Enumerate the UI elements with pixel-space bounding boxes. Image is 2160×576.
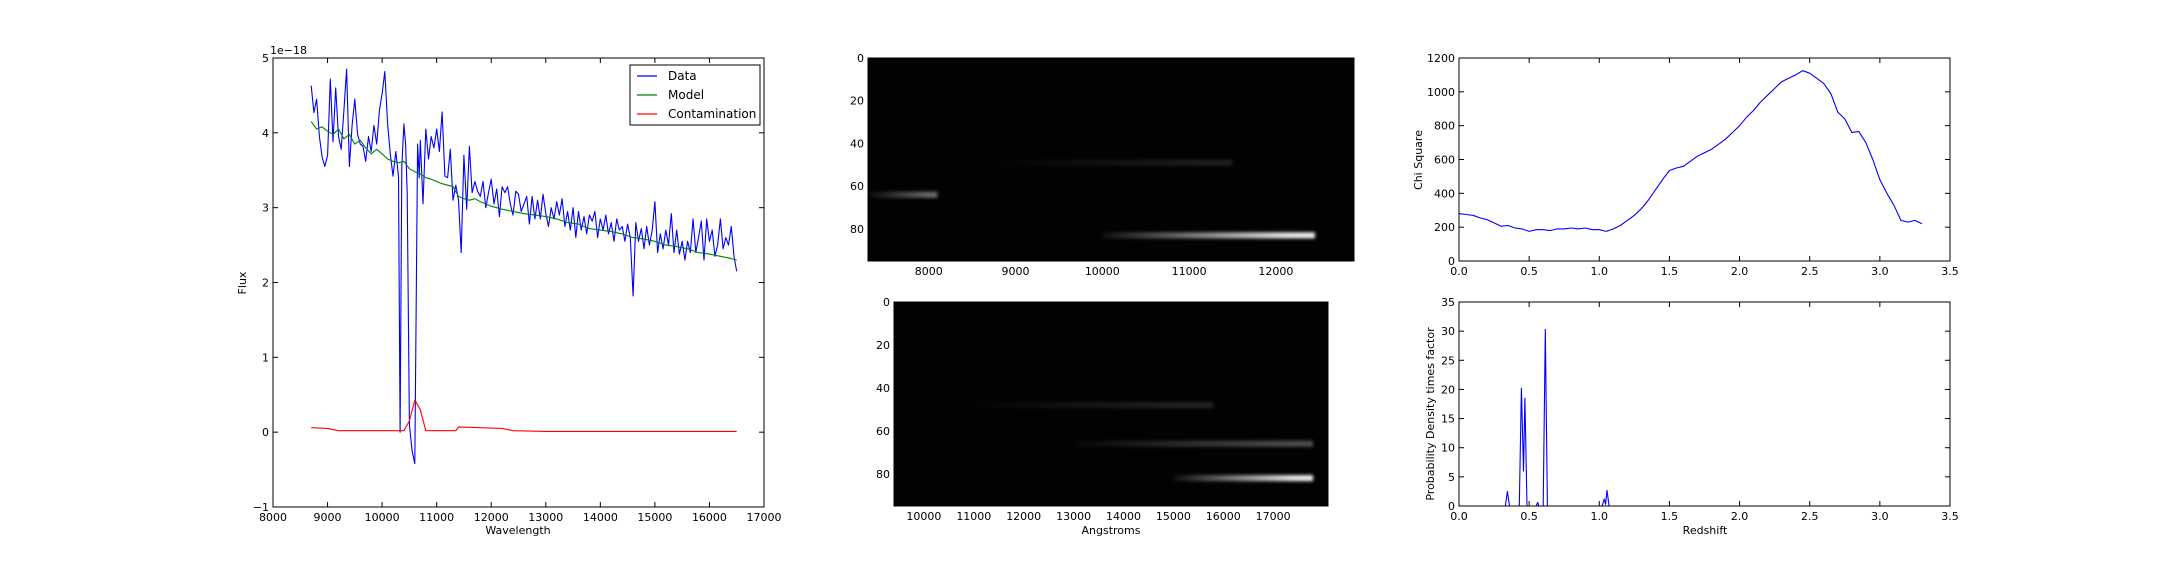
prob-y-tick-label: 15 (1441, 413, 1455, 426)
flux-x-tick-label: 13000 (528, 511, 563, 524)
chi-y-tick-label: 600 (1434, 154, 1455, 167)
image-1-y-tick-label: 20 (850, 95, 864, 108)
image-1-spectrum-trace (998, 160, 1232, 166)
image-1-x-tick-label: 9000 (1002, 265, 1030, 278)
prob-y-tick-label: 10 (1441, 442, 1455, 455)
angstroms-axis-label: Angstroms (1082, 524, 1141, 537)
flux-x-axis-label: Wavelength (485, 524, 550, 537)
flux-offset-text: 1e−18 (270, 44, 307, 57)
image-2-x-tick-label: 16000 (1206, 510, 1241, 523)
flux-y-tick-label: −1 (253, 501, 269, 514)
chi-series-line-0 (1459, 71, 1922, 232)
chi-square-y-axis-label: Chi Square (1412, 130, 1425, 190)
chi-y-tick-label: 200 (1434, 221, 1455, 234)
image-1-background (868, 58, 1354, 261)
flux-y-tick-label: 4 (262, 127, 269, 140)
prob-axes-frame (1459, 302, 1950, 506)
redshift-axis-label: Redshift (1683, 524, 1728, 537)
flux-y-tick-label: 3 (262, 202, 269, 215)
flux-y-tick-label: 5 (262, 52, 269, 65)
image-1-y-tick-label: 80 (850, 223, 864, 236)
chi-y-tick-label: 800 (1434, 120, 1455, 133)
chi-y-tick-label: 1000 (1427, 86, 1455, 99)
flux-x-tick-label: 12000 (474, 511, 509, 524)
flux-x-tick-label: 14000 (583, 511, 618, 524)
image-2-x-tick-label: 12000 (1006, 510, 1041, 523)
chi-x-tick-label: 3.0 (1871, 265, 1889, 278)
image-1-x-tick-label: 10000 (1085, 265, 1120, 278)
prob-y-tick-label: 5 (1448, 471, 1455, 484)
prob-y-tick-label: 25 (1441, 354, 1455, 367)
image-2-y-tick-label: 20 (876, 339, 890, 352)
chi-x-tick-label: 1.0 (1591, 265, 1609, 278)
prob-x-tick-label: 0.5 (1520, 510, 1538, 523)
prob-x-tick-label: 2.5 (1801, 510, 1819, 523)
flux-x-tick-label: 17000 (747, 511, 782, 524)
image-2-spectrum-trace (1173, 475, 1313, 481)
chi-x-tick-label: 1.5 (1661, 265, 1679, 278)
prob-y-tick-label: 0 (1448, 500, 1455, 513)
image-2-y-tick-label: 40 (876, 382, 890, 395)
flux-x-tick-label: 16000 (692, 511, 727, 524)
flux-y-tick-label: 1 (262, 351, 269, 364)
probability-density-plot: Redshift Probability Density times facto… (1424, 296, 1959, 537)
legend-label-0: Data (668, 69, 697, 83)
flux-y-tick-label: 0 (262, 426, 269, 439)
image-2-x-tick-label: 15000 (1156, 510, 1191, 523)
prob-y-tick-label: 30 (1441, 325, 1455, 338)
image-1-x-tick-label: 12000 (1258, 265, 1293, 278)
flux-x-tick-label: 10000 (365, 511, 400, 524)
image-2-spectrum-trace (1074, 441, 1313, 447)
legend-label-2: Contamination (668, 107, 756, 121)
image-1-spectrum-trace (868, 192, 937, 198)
flux-x-tick-label: 9000 (314, 511, 342, 524)
image-1-y-tick-label: 0 (857, 52, 864, 65)
prob-x-tick-label: 3.0 (1871, 510, 1889, 523)
flux-spectrum-plot: 1e−18 Wavelength Flux 8000 9000 10000 11000… (236, 44, 782, 537)
prob-y-tick-label: 35 (1441, 296, 1455, 309)
flux-y-axis-label: Flux (236, 271, 249, 294)
image-2-spectrum-trace (974, 402, 1213, 408)
image-2-y-tick-label: 0 (883, 296, 890, 309)
prob-x-tick-label: 1.0 (1591, 510, 1609, 523)
chi-x-tick-label: 2.0 (1731, 265, 1749, 278)
chi-square-plot: Chi Square 0.0 0.5 1.0 1.5 2.0 2.5 3.0 3.5 0 200 4… (1412, 52, 1959, 278)
prob-x-tick-label: 3.5 (1941, 510, 1959, 523)
image-2-x-tick-label: 14000 (1106, 510, 1141, 523)
image-1-y-tick-label: 40 (850, 137, 864, 150)
image-2-x-tick-label: 11000 (956, 510, 991, 523)
chi-x-tick-label: 0.5 (1520, 265, 1538, 278)
upper-spectrum-image: 8000 9000 10000 11000 12000 0 20 40 60 80 (850, 52, 1354, 278)
image-1-spectrum-trace (1102, 232, 1315, 238)
prob-x-tick-label: 1.5 (1661, 510, 1679, 523)
chi-y-tick-label: 1200 (1427, 52, 1455, 65)
flux-series-line-0 (311, 69, 737, 463)
legend-label-1: Model (668, 88, 704, 102)
flux-series-line-2 (311, 400, 737, 431)
chi-x-tick-label: 2.5 (1801, 265, 1819, 278)
chi-y-tick-label: 400 (1434, 187, 1455, 200)
prob-y-tick-label: 20 (1441, 383, 1455, 396)
image-1-x-tick-label: 8000 (915, 265, 943, 278)
lower-spectrum-image: Angstroms 10000 11000 12000 13000 14000 15000… (876, 296, 1328, 537)
flux-x-tick-label: 15000 (637, 511, 672, 524)
image-2-x-tick-label: 13000 (1056, 510, 1091, 523)
prob-series-line-0 (1459, 329, 1922, 506)
image-2-y-tick-label: 80 (876, 468, 890, 481)
chi-x-tick-label: 3.5 (1941, 265, 1959, 278)
flux-x-tick-label: 11000 (419, 511, 454, 524)
image-2-y-tick-label: 60 (876, 425, 890, 438)
image-2-x-tick-label: 10000 (906, 510, 941, 523)
image-1-x-tick-label: 11000 (1172, 265, 1207, 278)
probability-y-axis-label: Probability Density times factor (1424, 327, 1437, 501)
prob-x-tick-label: 2.0 (1731, 510, 1749, 523)
image-1-y-tick-label: 60 (850, 180, 864, 193)
image-2-x-tick-label: 17000 (1256, 510, 1291, 523)
chi-y-tick-label: 0 (1448, 255, 1455, 268)
flux-y-tick-label: 2 (262, 277, 269, 290)
